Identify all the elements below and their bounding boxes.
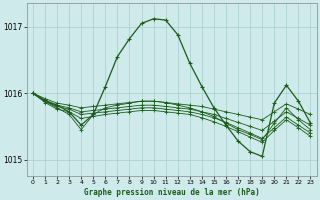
X-axis label: Graphe pression niveau de la mer (hPa): Graphe pression niveau de la mer (hPa) bbox=[84, 188, 260, 197]
